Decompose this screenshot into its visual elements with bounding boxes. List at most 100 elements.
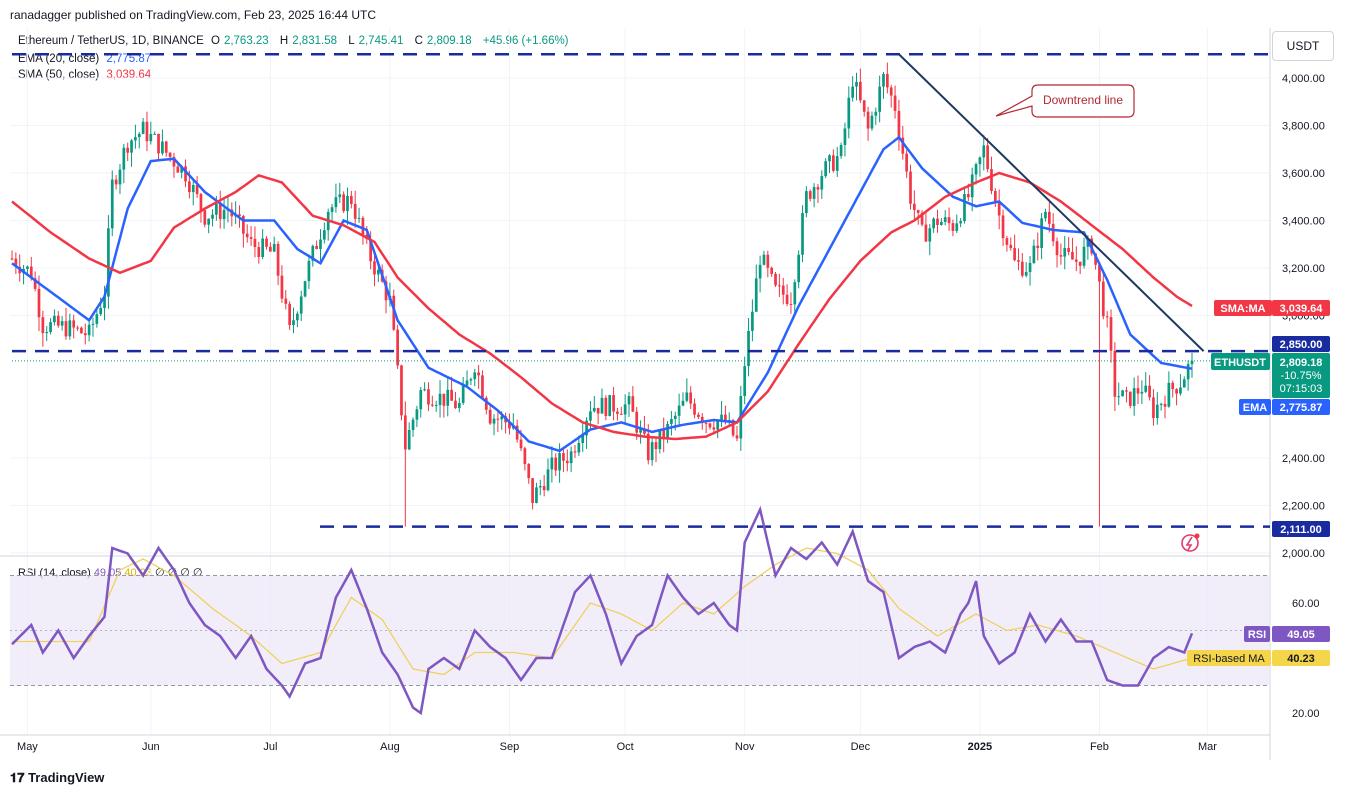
- candle-body: [508, 422, 511, 429]
- candle-body: [423, 389, 426, 391]
- candle-body: [662, 429, 666, 439]
- ema-line[interactable]: [11, 135, 1193, 453]
- publisher-line: ranadagger published on TradingView.com,…: [10, 8, 377, 22]
- candle-body: [993, 191, 997, 203]
- price-axis[interactable]: 4,000.00 3,800.00 3,600.00 3,400.00 3,200.00…: [1282, 73, 1325, 560]
- sma-line[interactable]: [11, 171, 1193, 441]
- ema-badge-name: EMA: [1243, 402, 1268, 414]
- candle-body: [1059, 255, 1063, 257]
- candle-body: [307, 260, 311, 282]
- time-tick: Aug: [380, 741, 400, 753]
- candle-body: [454, 400, 457, 409]
- low-label: L: [348, 35, 355, 47]
- candle-body: [689, 392, 693, 404]
- candle-body: [1113, 350, 1117, 397]
- candle-body: [731, 419, 735, 436]
- price-tick: 2,000.00: [1282, 548, 1325, 560]
- candle-body: [80, 327, 83, 334]
- candle-body: [959, 221, 962, 224]
- candle-body: [720, 414, 723, 422]
- candles: [10, 62, 1194, 527]
- candle-body: [1179, 387, 1182, 394]
- time-tick: Mar: [1198, 741, 1217, 753]
- rsi-ma-badge-name: RSI-based MA: [1193, 653, 1265, 665]
- candle-body: [1024, 271, 1028, 276]
- candle-body: [1078, 261, 1082, 266]
- candle-body: [673, 415, 677, 419]
- downtrend-callout[interactable]: Downtrend line: [995, 84, 1135, 118]
- candle-body: [546, 469, 550, 491]
- time-axis[interactable]: May Jun Jul Aug Sep Oct Nov Dec 2025 Feb Mar: [17, 741, 1217, 753]
- ema-badge: EMA 2,775.87: [1239, 399, 1330, 415]
- currency-button[interactable]: USDT: [1272, 31, 1334, 61]
- candle-body: [666, 423, 669, 439]
- candle-body: [754, 278, 758, 312]
- candle-body: [261, 238, 265, 257]
- candle-body: [781, 285, 785, 295]
- rsi-badge: RSI 49.05: [1244, 626, 1330, 642]
- ema-legend[interactable]: EMA (20, close) 2,775.87: [18, 53, 155, 65]
- candle-body: [29, 266, 33, 279]
- high-value: 2,831.58: [292, 35, 337, 47]
- candle-body: [751, 311, 754, 331]
- candle-body: [1009, 244, 1013, 249]
- candle-body: [558, 453, 561, 471]
- candle-body: [415, 409, 419, 420]
- time-tick: May: [17, 741, 38, 753]
- candle-body: [114, 179, 118, 185]
- candle-body: [373, 261, 376, 275]
- rsi-ma-badge: RSI-based MA 40.23: [1187, 650, 1330, 666]
- candle-body: [238, 214, 241, 216]
- candle-body: [346, 195, 349, 212]
- downtrend-line[interactable]: [898, 53, 1205, 352]
- candle-body: [920, 212, 924, 225]
- alert-icon[interactable]: [1181, 533, 1200, 552]
- candle-body: [137, 133, 141, 138]
- candle-body: [1055, 241, 1059, 256]
- low-value: 2,745.41: [358, 35, 404, 47]
- ema-legend-label: EMA (20, close): [18, 53, 100, 65]
- candle-body: [446, 389, 450, 406]
- candle-body: [855, 81, 858, 87]
- candle-body: [384, 281, 388, 301]
- candle-body: [650, 442, 654, 461]
- candle-body: [145, 121, 149, 142]
- rsi-line[interactable]: [11, 505, 1194, 716]
- candle-body: [319, 239, 322, 249]
- candle-body: [10, 258, 14, 260]
- candle-body: [1182, 379, 1186, 388]
- candle-body: [1136, 388, 1140, 394]
- candle-body: [492, 418, 496, 424]
- candle-body: [835, 156, 839, 171]
- price-tick: 3,800.00: [1282, 121, 1325, 133]
- candle-body: [766, 254, 770, 268]
- candle-body: [357, 217, 361, 219]
- candle-body: [635, 411, 639, 433]
- symbol-title[interactable]: Ethereum / TetherUS, 1D, BINANCE: [18, 35, 204, 47]
- candle-body: [161, 141, 164, 154]
- open-value: 2,763.23: [223, 35, 269, 47]
- candle-body: [419, 390, 423, 410]
- candle-body: [704, 422, 708, 424]
- candle-body: [812, 187, 816, 199]
- candle-body: [172, 156, 176, 167]
- rsi-axis[interactable]: 60.00 20.00: [1292, 598, 1320, 720]
- candle-body: [1175, 389, 1178, 394]
- candle-body: [866, 111, 870, 129]
- candle-body: [1051, 223, 1055, 242]
- candle-body: [442, 393, 446, 406]
- candle-body: [500, 416, 504, 420]
- candle-body: [1167, 382, 1171, 407]
- candle-body: [292, 320, 295, 326]
- candle-body: [64, 321, 68, 337]
- candle-body: [874, 111, 878, 116]
- time-tick: Feb: [1090, 741, 1109, 753]
- candle-body: [685, 392, 689, 401]
- candle-body: [770, 267, 774, 274]
- candle-body: [805, 191, 808, 214]
- tradingview-logo[interactable]: 𝟏𝟕 TradingView: [10, 770, 105, 785]
- candle-body: [762, 254, 766, 265]
- candle-body: [612, 395, 615, 412]
- candle-body: [60, 321, 64, 326]
